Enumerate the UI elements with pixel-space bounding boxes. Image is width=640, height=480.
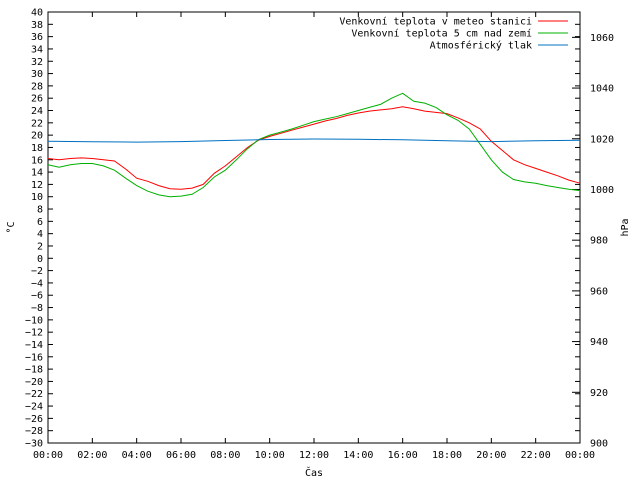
y2-tick-label: 1000 — [590, 185, 614, 196]
x-tick-label: 02:00 — [77, 450, 107, 461]
y-tick-label: 6 — [37, 217, 43, 228]
x-tick-label: 18:00 — [432, 450, 462, 461]
y-tick-label: −18 — [25, 365, 43, 376]
y-tick-label: −16 — [25, 352, 43, 363]
x-tick-label: 12:00 — [299, 450, 329, 461]
y-tick-label: 10 — [31, 192, 43, 203]
y2-tick-label: 1060 — [590, 33, 614, 44]
y-tick-label: 30 — [31, 69, 43, 80]
legend-label-3: Atmosférický tlak — [430, 40, 532, 52]
y2-tick-label: 940 — [590, 337, 608, 348]
y-tick-label: 28 — [31, 81, 43, 92]
plot-frame — [47, 11, 581, 444]
y-tick-label: −28 — [25, 426, 43, 437]
y2-tick-label: 900 — [590, 439, 608, 450]
series-line-2 — [47, 92, 581, 198]
y-tick-label: 0 — [37, 254, 43, 265]
y-tick-label: −8 — [31, 303, 43, 314]
y-tick-label: 16 — [31, 155, 43, 166]
y-tick-label: 26 — [31, 94, 43, 105]
y-tick-label: −30 — [25, 439, 43, 450]
y-tick-label: 8 — [37, 205, 43, 216]
y-tick-label: −2 — [31, 266, 43, 277]
x-tick-label: 10:00 — [255, 450, 285, 461]
y2-tick-label: 1020 — [590, 134, 614, 145]
y-tick-label: 4 — [37, 229, 43, 240]
x-tick-label: 22:00 — [521, 450, 551, 461]
y-tick-label: −10 — [25, 315, 43, 326]
x-tick-label: 06:00 — [166, 450, 196, 461]
y-tick-label: −14 — [25, 340, 43, 351]
series-line-3 — [47, 138, 581, 143]
y2-tick-label: 920 — [590, 388, 608, 399]
y-tick-label: 24 — [31, 106, 43, 117]
y-tick-label: −20 — [25, 377, 43, 388]
ticks-layer: 4038363432302826242220181614121086420−2−… — [25, 8, 614, 462]
x-tick-label: 14:00 — [343, 450, 373, 461]
y-tick-label: 38 — [31, 20, 43, 31]
y-tick-label: 40 — [31, 8, 43, 19]
y-tick-label: 36 — [31, 32, 43, 43]
x-tick-label: 00:00 — [565, 450, 595, 461]
y-tick-label: −4 — [31, 278, 43, 289]
y-tick-label: 18 — [31, 143, 43, 154]
y-tick-label: 32 — [31, 57, 43, 68]
y2-axis-label: hPa — [620, 218, 631, 236]
y2-tick-label: 960 — [590, 286, 608, 297]
y-tick-label: 20 — [31, 131, 43, 142]
x-tick-label: 00:00 — [33, 450, 63, 461]
y-tick-label: 2 — [37, 241, 43, 252]
legend-label-2: Venkovní teplota 5 cm nad zemí — [351, 28, 532, 40]
y-tick-label: −24 — [25, 402, 43, 413]
y-tick-label: −12 — [25, 328, 43, 339]
y-tick-label: 14 — [31, 168, 43, 179]
y-tick-label: 12 — [31, 180, 43, 191]
y2-tick-label: 1040 — [590, 84, 614, 95]
x-tick-label: 16:00 — [388, 450, 418, 461]
x-tick-label: 20:00 — [476, 450, 506, 461]
series-layer — [47, 92, 581, 198]
y-tick-label: −26 — [25, 414, 43, 425]
x-tick-label: 04:00 — [122, 450, 152, 461]
legend: Venkovní teplota v meteo staniciVenkovní… — [339, 16, 568, 52]
y-tick-label: −6 — [31, 291, 43, 302]
x-axis-label: Čas — [305, 466, 323, 479]
x-tick-label: 08:00 — [210, 450, 240, 461]
y-axis-label: °C — [6, 221, 17, 233]
y-tick-label: 34 — [31, 44, 43, 55]
y-tick-label: 22 — [31, 118, 43, 129]
series-line-1 — [47, 106, 581, 190]
y2-tick-label: 980 — [590, 236, 608, 247]
legend-label-1: Venkovní teplota v meteo stanici — [339, 16, 532, 28]
y-tick-label: −22 — [25, 389, 43, 400]
